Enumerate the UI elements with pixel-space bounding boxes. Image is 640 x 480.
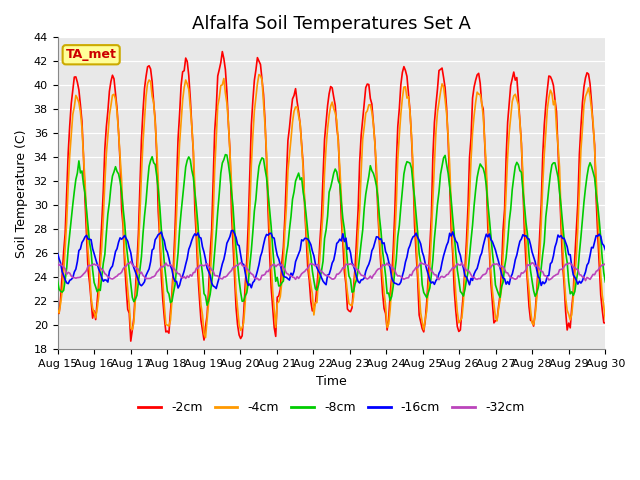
Text: TA_met: TA_met xyxy=(66,48,116,61)
Title: Alfalfa Soil Temperatures Set A: Alfalfa Soil Temperatures Set A xyxy=(192,15,471,33)
Legend: -2cm, -4cm, -8cm, -16cm, -32cm: -2cm, -4cm, -8cm, -16cm, -32cm xyxy=(134,396,529,419)
Y-axis label: Soil Temperature (C): Soil Temperature (C) xyxy=(15,129,28,258)
X-axis label: Time: Time xyxy=(316,374,347,387)
